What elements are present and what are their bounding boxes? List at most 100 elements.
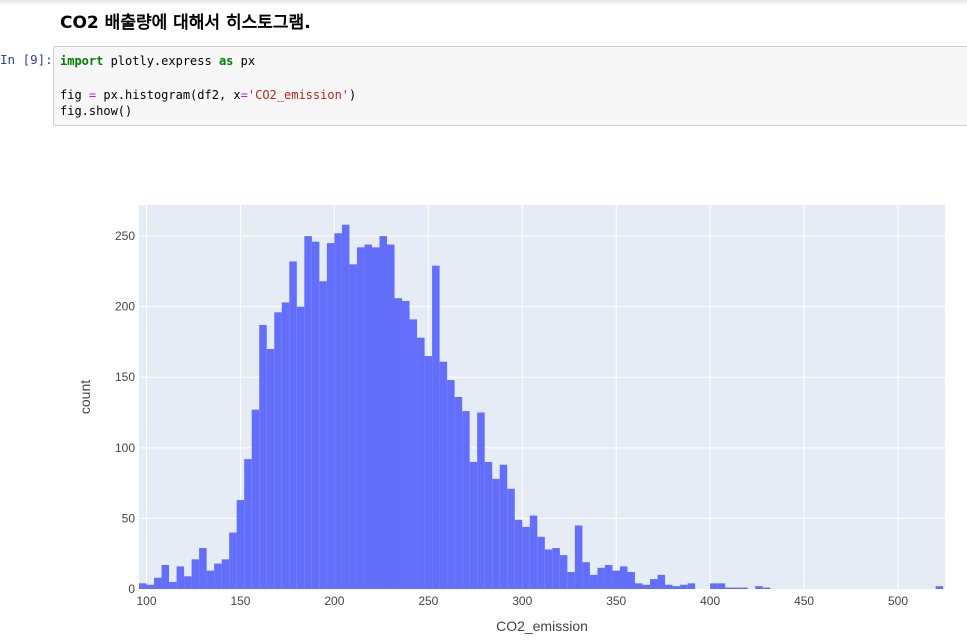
histogram-bar[interactable] (522, 526, 530, 589)
histogram-bar[interactable] (409, 319, 418, 589)
histogram-bar[interactable] (402, 301, 410, 589)
histogram-bar[interactable] (732, 587, 741, 589)
histogram-bar[interactable] (206, 570, 215, 589)
histogram-bar[interactable] (462, 411, 470, 589)
histogram-bar[interactable] (665, 584, 673, 589)
histogram-bar[interactable] (935, 586, 944, 589)
histogram-bar[interactable] (642, 584, 651, 589)
histogram-bar[interactable] (244, 459, 252, 589)
histogram-bar[interactable] (417, 337, 425, 589)
histogram-bar[interactable] (154, 577, 162, 589)
histogram-bar[interactable] (364, 244, 372, 589)
histogram-bar[interactable] (289, 261, 297, 589)
histogram-bar[interactable] (221, 559, 230, 589)
histogram-bar[interactable] (740, 587, 748, 589)
markdown-heading: CO2 배출량에 대해서 히스토그램. (60, 13, 311, 33)
histogram-chart[interactable]: 100 150 200 250 300 350 400 450 500 0 50 100 150 200… (0, 160, 967, 640)
histogram-bar[interactable] (304, 236, 312, 589)
histogram-bar[interactable] (349, 264, 357, 589)
histogram-bar[interactable] (484, 461, 493, 589)
histogram-bar[interactable] (334, 233, 342, 589)
histogram-bar[interactable] (439, 361, 448, 589)
x-tick-label: 500 (888, 594, 908, 608)
y-axis-ticks: 0 50 100 150 200 250 (115, 229, 135, 596)
histogram-bar[interactable] (477, 412, 485, 589)
histogram-bar[interactable] (717, 583, 726, 589)
histogram-bar[interactable] (650, 579, 658, 589)
histogram-bar[interactable] (499, 464, 508, 589)
histogram-bar[interactable] (296, 306, 305, 589)
y-tick-label: 0 (128, 582, 135, 596)
code-string: 'CO2_emission' (247, 87, 350, 102)
histogram-bar[interactable] (559, 555, 568, 589)
histogram-bar[interactable] (251, 409, 260, 589)
histogram-bar[interactable] (635, 583, 643, 589)
histogram-bar[interactable] (326, 243, 335, 589)
histogram-bar[interactable] (762, 587, 771, 589)
histogram-bar[interactable] (281, 302, 290, 589)
code-text: fig (60, 87, 89, 102)
histogram-bar[interactable] (356, 247, 365, 589)
histogram-bar[interactable] (139, 583, 147, 589)
histogram-bar[interactable] (582, 562, 590, 589)
histogram-bar[interactable] (755, 586, 763, 589)
x-tick-label: 300 (512, 594, 532, 608)
histogram-bar[interactable] (552, 548, 560, 589)
histogram-bar[interactable] (619, 566, 628, 589)
histogram-bar[interactable] (214, 563, 222, 589)
code-editor[interactable]: import plotly.express as px fig = px.his… (60, 53, 356, 120)
histogram-bar[interactable] (319, 281, 327, 589)
histogram-bar[interactable] (311, 241, 320, 589)
histogram-bar[interactable] (229, 532, 237, 589)
histogram-bar[interactable] (341, 224, 350, 589)
histogram-bar[interactable] (424, 356, 433, 589)
histogram-bar[interactable] (710, 583, 718, 589)
histogram-bar[interactable] (259, 325, 267, 589)
histogram-bar[interactable] (597, 567, 605, 589)
histogram-bar[interactable] (687, 583, 696, 589)
histogram-bar[interactable] (529, 515, 538, 589)
histogram-bar[interactable] (176, 566, 185, 589)
histogram-bar[interactable] (379, 236, 387, 589)
code-operator: = (240, 87, 248, 102)
histogram-bar[interactable] (454, 397, 463, 589)
y-tick-label: 150 (115, 370, 135, 384)
histogram-bar[interactable] (274, 312, 282, 589)
x-axis-ticks: 100 150 200 250 300 350 400 450 500 (136, 594, 908, 608)
histogram-bar[interactable] (184, 576, 192, 589)
histogram-bar[interactable] (161, 565, 170, 589)
code-cell[interactable]: import plotly.express as px fig = px.his… (53, 46, 967, 126)
histogram-bar[interactable] (657, 574, 666, 589)
histogram-bar[interactable] (447, 380, 455, 589)
histogram-bar[interactable] (492, 478, 500, 589)
histogram-bar[interactable] (236, 500, 245, 589)
x-tick-label: 150 (230, 594, 250, 608)
histogram-bar[interactable] (169, 581, 177, 589)
histogram-bar[interactable] (680, 584, 688, 589)
histogram-bar[interactable] (604, 565, 613, 589)
histogram-bar[interactable] (432, 265, 440, 589)
histogram-bar[interactable] (266, 349, 275, 589)
histogram-bar[interactable] (537, 536, 545, 589)
histogram-bar[interactable] (469, 461, 478, 589)
histogram-bar[interactable] (627, 572, 635, 589)
histogram-bar[interactable] (672, 586, 681, 589)
histogram-bar[interactable] (394, 298, 403, 589)
x-tick-label: 100 (136, 594, 156, 608)
histogram-bar[interactable] (371, 247, 380, 589)
histogram-bar[interactable] (199, 548, 207, 589)
histogram-bar[interactable] (589, 574, 598, 589)
histogram-bar[interactable] (507, 488, 515, 589)
histogram-bar[interactable] (567, 572, 575, 589)
histogram-bar[interactable] (544, 549, 553, 589)
histogram-bar[interactable] (146, 584, 155, 589)
x-axis-title: CO2_emission (496, 618, 588, 634)
code-text: ) (349, 87, 357, 102)
histogram-bar[interactable] (191, 559, 200, 589)
histogram-bar[interactable] (514, 519, 523, 589)
code-text: fig.show() (60, 104, 133, 119)
histogram-bar[interactable] (612, 570, 620, 589)
histogram-bar[interactable] (725, 587, 733, 589)
histogram-bar[interactable] (574, 525, 583, 589)
histogram-bar[interactable] (387, 244, 395, 589)
